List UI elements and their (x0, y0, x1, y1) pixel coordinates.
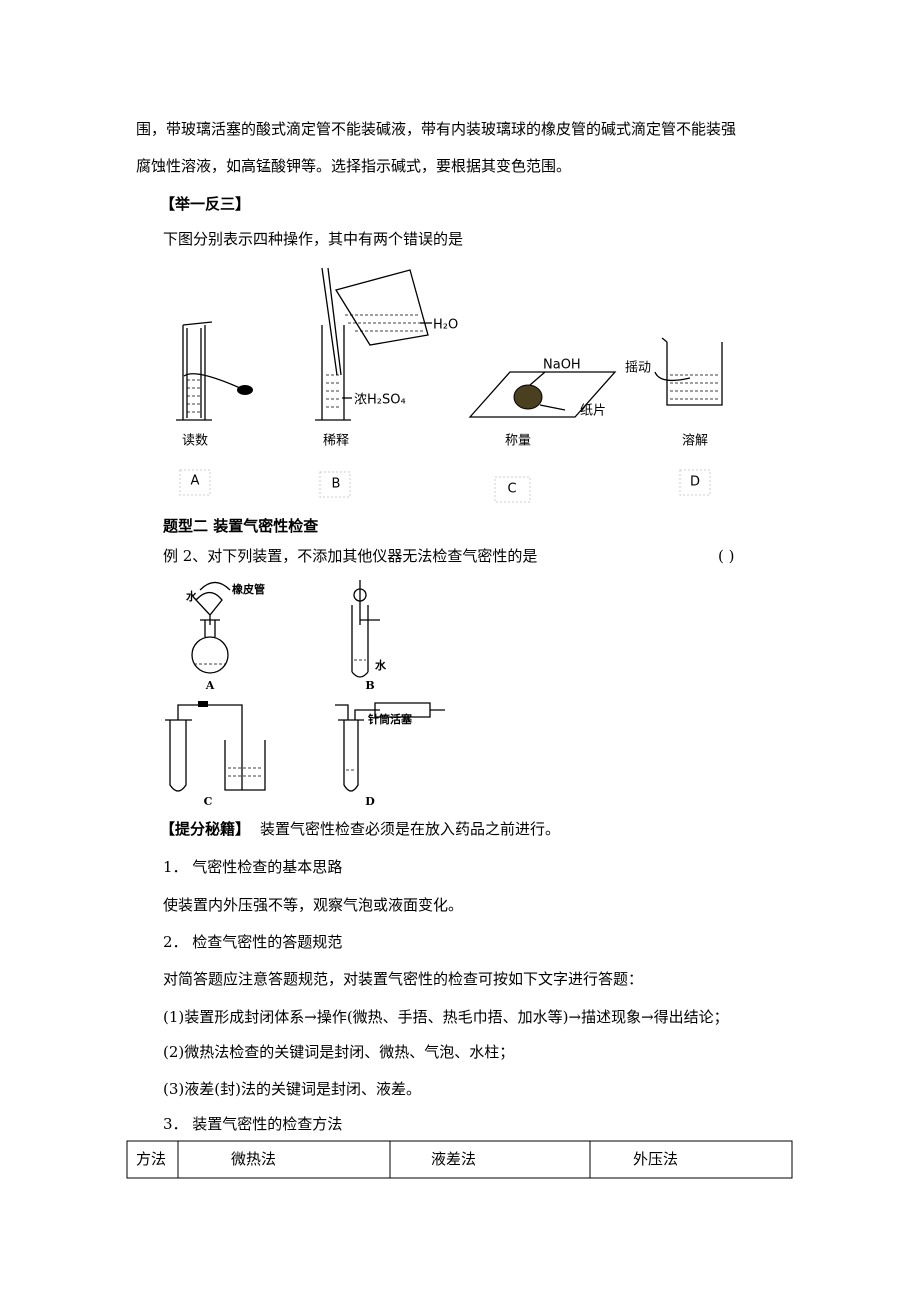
table (126, 1140, 793, 1179)
heading: 【举一反三】 (160, 195, 250, 213)
caption: 稀释 (323, 434, 349, 449)
list-item: 2． 检查气密性的答题规范 (163, 933, 342, 951)
caption: 读数 (182, 434, 208, 449)
letter: A (191, 474, 200, 489)
label: 针筒活塞 (368, 712, 413, 726)
letter: A (205, 679, 215, 692)
figure-1 (176, 267, 723, 503)
letter: D (365, 795, 375, 808)
question: 例 2、对下列装置，不添加其他仪器无法检查气密性的是 (163, 547, 537, 565)
label: NaOH (543, 358, 581, 373)
table-header: 方法 (136, 1150, 166, 1168)
paragraph: 对简答题应注意答题规范，对装置气密性的检查可按如下文字进行答题： (163, 970, 643, 988)
paragraph: (3)液差(封)法的关键词是封闭、液差。 (163, 1080, 421, 1098)
paragraph: (2)微热法检查的关键词是封闭、微热、气泡、水柱； (163, 1043, 514, 1061)
label: 橡皮管 (232, 582, 265, 596)
letter: C (507, 482, 516, 497)
paragraph: 装置气密性检查必须是在放入药品之前进行。 (260, 820, 560, 838)
list-item: 3． 装置气密性的检查方法 (163, 1115, 342, 1133)
paragraph: 使装置内外压强不等，观察气泡或液面变化。 (163, 896, 463, 914)
label: 水 (186, 589, 198, 603)
paragraph: (1)装置形成封闭体系→操作(微热、手捂、热毛巾捂、加水等)→描述现象→得出结论… (163, 1008, 729, 1026)
paragraph: 围，带玻璃活塞的酸式滴定管不能装碱液，带有内装玻璃球的橡皮管的碱式滴定管不能装强 (136, 120, 736, 138)
table-header: 液差法 (431, 1150, 476, 1168)
label: H₂O (433, 318, 458, 333)
letter: B (365, 679, 374, 692)
letter: B (332, 477, 341, 492)
caption: 称量 (505, 434, 531, 449)
question: 下图分别表示四种操作，其中有两个错误的是 (163, 230, 463, 248)
label: 水 (375, 658, 387, 672)
heading: 题型二 装置气密性检查 (163, 517, 319, 535)
figure-2 (165, 580, 445, 792)
list-item: 1． 气密性检查的基本思路 (163, 858, 342, 876)
paragraph: 腐蚀性溶液，如高锰酸钾等。选择指示碱式，要根据其变色范围。 (136, 157, 571, 175)
letter: D (690, 475, 700, 490)
heading: 【提分秘籍】 (160, 820, 250, 838)
table-header: 微热法 (231, 1150, 276, 1168)
label: 纸片 (580, 404, 606, 419)
caption: 溶解 (682, 434, 708, 449)
letter: C (204, 795, 213, 808)
table-header: 外压法 (633, 1150, 678, 1168)
label: 摇动 (625, 361, 651, 376)
answer-blank: ( ) (718, 547, 734, 565)
label: 浓H₂SO₄ (354, 393, 406, 408)
